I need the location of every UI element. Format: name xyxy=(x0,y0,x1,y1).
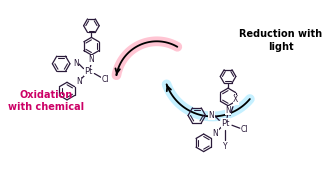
Text: Pt: Pt xyxy=(84,67,93,76)
Text: N: N xyxy=(76,77,82,86)
Text: Oxidation
with chemical: Oxidation with chemical xyxy=(9,90,85,112)
Text: N: N xyxy=(73,59,79,68)
Text: Cl: Cl xyxy=(101,75,109,84)
Text: N: N xyxy=(225,106,231,115)
Text: Y: Y xyxy=(223,142,227,151)
Text: N: N xyxy=(88,55,94,64)
Text: Reduction with
light: Reduction with light xyxy=(239,29,322,52)
Text: X: X xyxy=(233,95,239,104)
Text: N: N xyxy=(209,111,214,120)
Text: N: N xyxy=(213,129,218,138)
Text: Cl: Cl xyxy=(241,125,249,134)
Text: Pt: Pt xyxy=(221,119,229,128)
